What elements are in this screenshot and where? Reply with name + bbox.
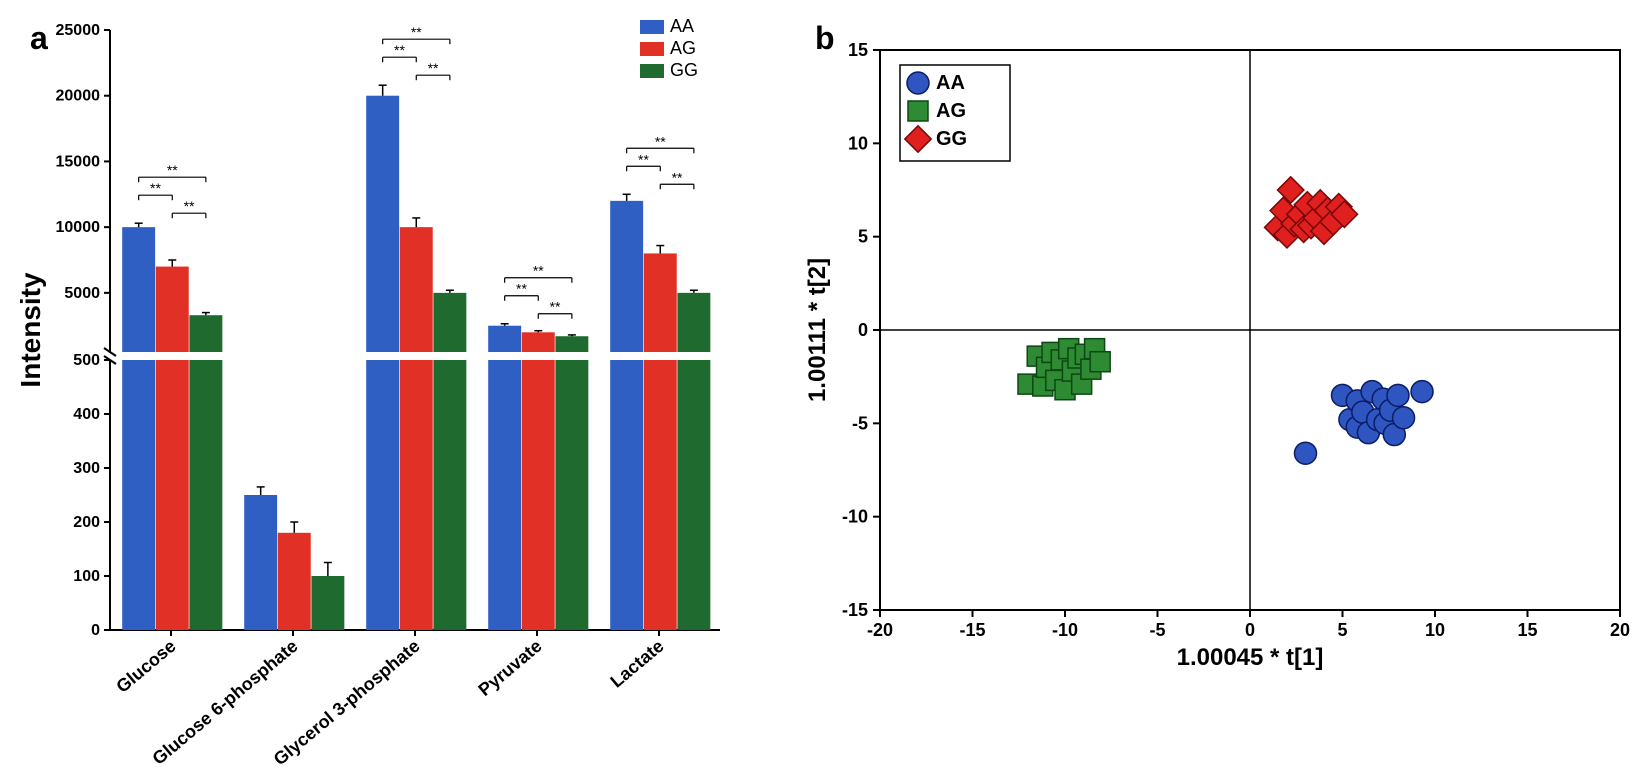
- scatter-point: [1295, 442, 1317, 464]
- svg-text:5: 5: [1337, 620, 1347, 640]
- panel-b-xlabel: 1.00045 * t[1]: [1177, 644, 1324, 671]
- scatter-point: [908, 101, 928, 121]
- svg-text:15: 15: [1517, 620, 1537, 640]
- scatter-point: [1387, 384, 1409, 406]
- scatter-point: [1393, 407, 1415, 429]
- legend-label: AG: [936, 100, 966, 122]
- legend-label: GG: [936, 128, 967, 150]
- panel-b-ylabel: 1.00111 * t[2]: [804, 258, 831, 402]
- svg-text:0: 0: [1245, 620, 1255, 640]
- svg-text:10: 10: [1425, 620, 1445, 640]
- scatter-point: [1411, 381, 1433, 403]
- svg-text:-15: -15: [959, 620, 985, 640]
- svg-text:-5: -5: [852, 413, 868, 433]
- svg-text:-10: -10: [1052, 620, 1078, 640]
- scatter-point: [907, 72, 929, 94]
- svg-text:-20: -20: [867, 620, 893, 640]
- legend-label: AA: [936, 72, 965, 94]
- svg-text:-5: -5: [1149, 620, 1165, 640]
- svg-text:-10: -10: [842, 507, 868, 527]
- scatter-point: [1090, 352, 1110, 372]
- svg-text:20: 20: [1610, 620, 1630, 640]
- svg-text:10: 10: [848, 133, 868, 153]
- svg-text:0: 0: [858, 320, 868, 340]
- panel-b-scatter-plot: -20-15-10-505101520-15-10-50510151.00045…: [0, 0, 1652, 774]
- figure-root: a b 010020030040050050001000015000200002…: [0, 0, 1652, 774]
- svg-text:15: 15: [848, 40, 868, 60]
- svg-text:5: 5: [858, 227, 868, 247]
- svg-text:-15: -15: [842, 600, 868, 620]
